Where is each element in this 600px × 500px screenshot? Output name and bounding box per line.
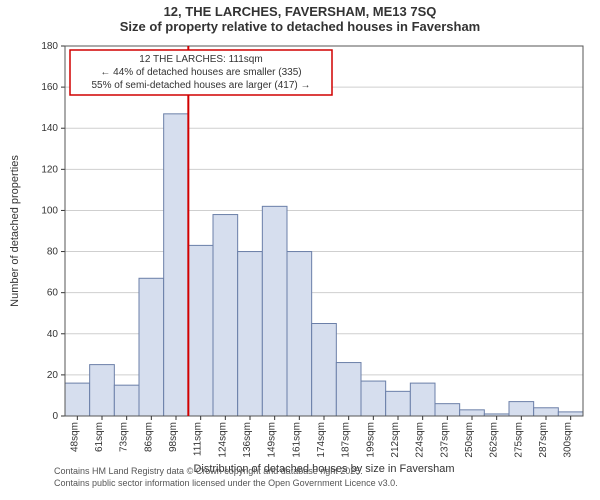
histogram-bar [262,206,287,416]
ytick-label: 0 [52,411,58,422]
ytick-label: 80 [47,247,59,258]
histogram-bar [287,252,312,416]
xtick-label: 237sqm [439,422,450,458]
histogram-bar [558,412,583,416]
xtick-label: 98sqm [168,422,179,452]
xtick-label: 287sqm [538,422,549,458]
y-axis-label: Number of detached properties [9,155,21,307]
histogram-bar [139,278,164,416]
ytick-label: 180 [41,41,58,52]
xtick-label: 136sqm [242,422,253,458]
marker-annotation-text: ← 44% of detached houses are smaller (33… [100,67,301,78]
histogram-bar [509,402,534,416]
ytick-label: 60 [47,288,59,299]
histogram-bar [65,383,90,416]
ytick-label: 120 [41,164,58,175]
histogram-bar [336,363,361,416]
histogram-bar [361,381,386,416]
xtick-label: 48sqm [69,422,80,452]
xtick-label: 262sqm [489,422,500,458]
histogram-bar [114,385,139,416]
ytick-label: 40 [47,329,59,340]
marker-annotation-text: 12 THE LARCHES: 111sqm [139,54,262,65]
xtick-label: 224sqm [415,422,426,458]
footer-line-1: Contains HM Land Registry data © Crown c… [54,466,363,476]
histogram-bar [410,383,435,416]
xtick-label: 212sqm [390,422,401,458]
xtick-label: 73sqm [119,422,130,452]
histogram-bar [386,391,411,416]
ytick-label: 160 [41,82,58,93]
marker-annotation-text: 55% of semi-detached houses are larger (… [91,80,310,91]
histogram-bar [188,245,213,416]
xtick-label: 149sqm [267,422,278,458]
footer-line-2: Contains public sector information licen… [54,478,398,488]
ytick-label: 100 [41,205,58,216]
histogram-bar [312,324,337,417]
xtick-label: 111sqm [193,422,204,456]
ytick-label: 20 [47,370,59,381]
histogram-bar [460,410,485,416]
xtick-label: 187sqm [341,422,352,458]
xtick-label: 161sqm [291,422,302,458]
histogram-chart: 0 20 40 60 80 100 120 140 160 180 48sqm 61sqm 73sqm 8… [0,0,600,478]
histogram-bar [534,408,559,416]
xtick-label: 124sqm [217,422,228,458]
histogram-bar [435,404,460,416]
histogram-bar [238,252,263,416]
xtick-label: 86sqm [143,422,154,452]
ytick-label: 140 [41,123,58,134]
xtick-label: 275sqm [513,422,524,458]
histogram-bar [164,114,189,416]
xtick-label: 199sqm [365,422,376,458]
histogram-bar [213,215,238,416]
footer-attribution: Contains HM Land Registry data © Crown c… [54,466,398,489]
xtick-label: 250sqm [464,422,475,458]
histogram-bar [90,365,115,416]
xtick-label: 61sqm [94,422,105,452]
xtick-label: 174sqm [316,422,327,458]
xtick-label: 300sqm [563,422,574,458]
